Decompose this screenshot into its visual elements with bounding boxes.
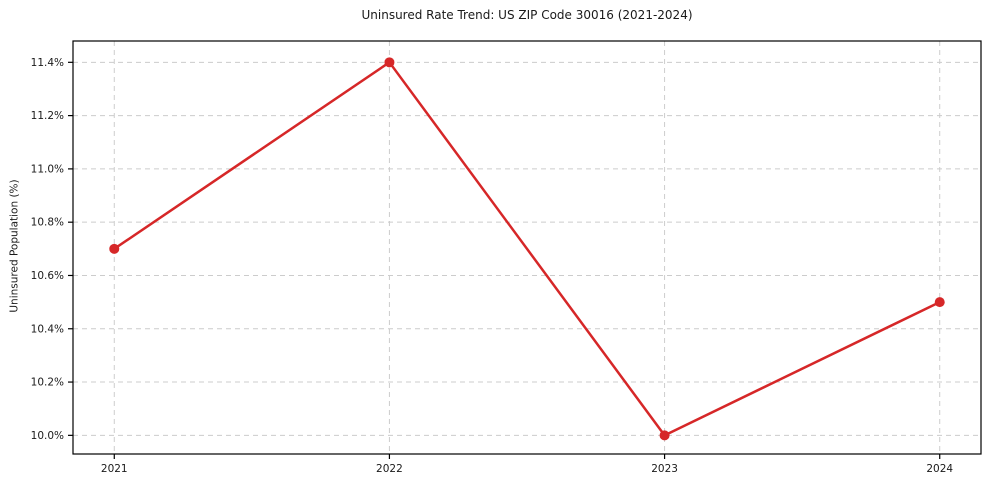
y-tick-label: 10.0%	[31, 430, 64, 442]
trend-line	[113, 61, 941, 437]
y-tick-label: 11.2%	[31, 110, 64, 122]
y-tick-label: 10.2%	[31, 377, 64, 389]
x-tick-label: 2024	[926, 463, 953, 475]
data-point-marker	[659, 430, 670, 441]
data-point-marker	[109, 243, 120, 254]
data-point-marker	[384, 57, 395, 68]
data-point-marker	[934, 297, 945, 308]
y-tick-label: 10.4%	[31, 323, 64, 335]
y-tick-label: 10.6%	[31, 270, 64, 282]
x-tick-label: 2023	[651, 463, 678, 475]
y-tick-label: 10.8%	[31, 217, 64, 229]
x-tick-label: 2021	[101, 463, 128, 475]
plot-border	[72, 40, 982, 455]
y-tick-label: 11.4%	[31, 57, 64, 69]
x-tick-label: 2022	[376, 463, 403, 475]
y-tick-label: 11.0%	[31, 163, 64, 175]
chart-title: Uninsured Rate Trend: US ZIP Code 30016 …	[361, 8, 693, 22]
